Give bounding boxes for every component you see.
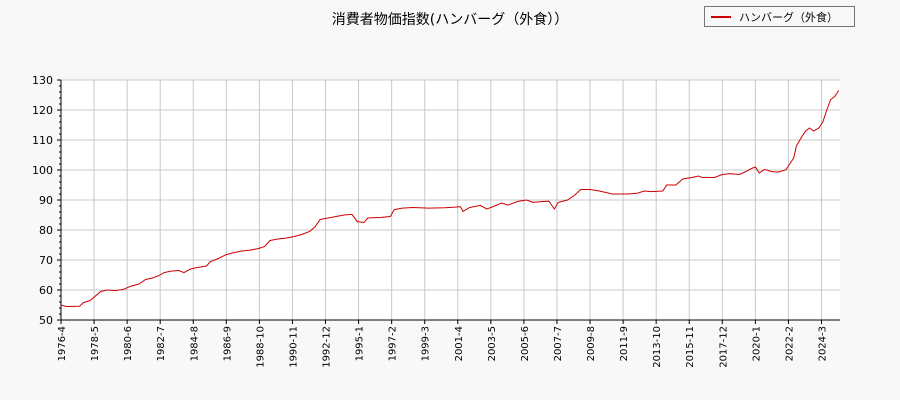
x-tick-label: 2015-11 [685,326,696,368]
x-tick-label: 2024-3 [817,326,828,361]
x-tick-label: 2013-10 [652,326,663,368]
x-tick-label: 1990-11 [288,326,299,368]
x-tick-label: 2001-4 [454,326,465,361]
y-tick-label: 50 [39,314,53,327]
y-tick-label: 70 [39,254,53,267]
x-tick-label: 2007-7 [553,326,564,361]
x-tick-label: 1999-3 [421,326,432,361]
y-tick-label: 130 [32,74,53,87]
y-tick-label: 90 [39,194,53,207]
x-tick-label: 2017-12 [718,326,729,368]
x-tick-label: 1986-9 [222,326,233,361]
y-tick-label: 110 [32,134,53,147]
x-tick-label: 1984-8 [189,326,200,361]
x-tick-label: 2022-2 [784,326,795,361]
x-tick-label: 2011-9 [619,326,630,361]
y-tick-label: 60 [39,284,53,297]
y-tick-label: 80 [39,224,53,237]
x-tick-label: 2005-6 [520,326,531,361]
legend-swatch [711,15,731,18]
x-tick-label: 1995-1 [355,326,366,361]
legend: ハンバーグ（外食） [704,6,855,27]
y-tick-label: 120 [32,104,53,117]
x-tick-label: 1976-4 [57,326,68,361]
x-tick-label: 1988-10 [255,326,266,368]
legend-label: ハンバーグ（外食） [739,10,838,24]
x-tick-label: 1978-5 [90,326,101,361]
chart-title: 消費者物価指数(ハンバーグ（外食）） [331,12,569,28]
series-line [60,90,840,308]
x-tick-label: 1997-2 [388,326,399,361]
x-tick-label: 1982-7 [156,326,167,361]
x-tick-label: 2009-8 [586,326,597,361]
x-tick-label: 2003-5 [487,326,498,361]
x-tick-label: 1992-12 [322,326,333,368]
x-tick-label: 1980-6 [123,326,134,361]
x-tick-label: 2020-1 [751,326,762,361]
y-tick-label: 100 [32,164,53,177]
